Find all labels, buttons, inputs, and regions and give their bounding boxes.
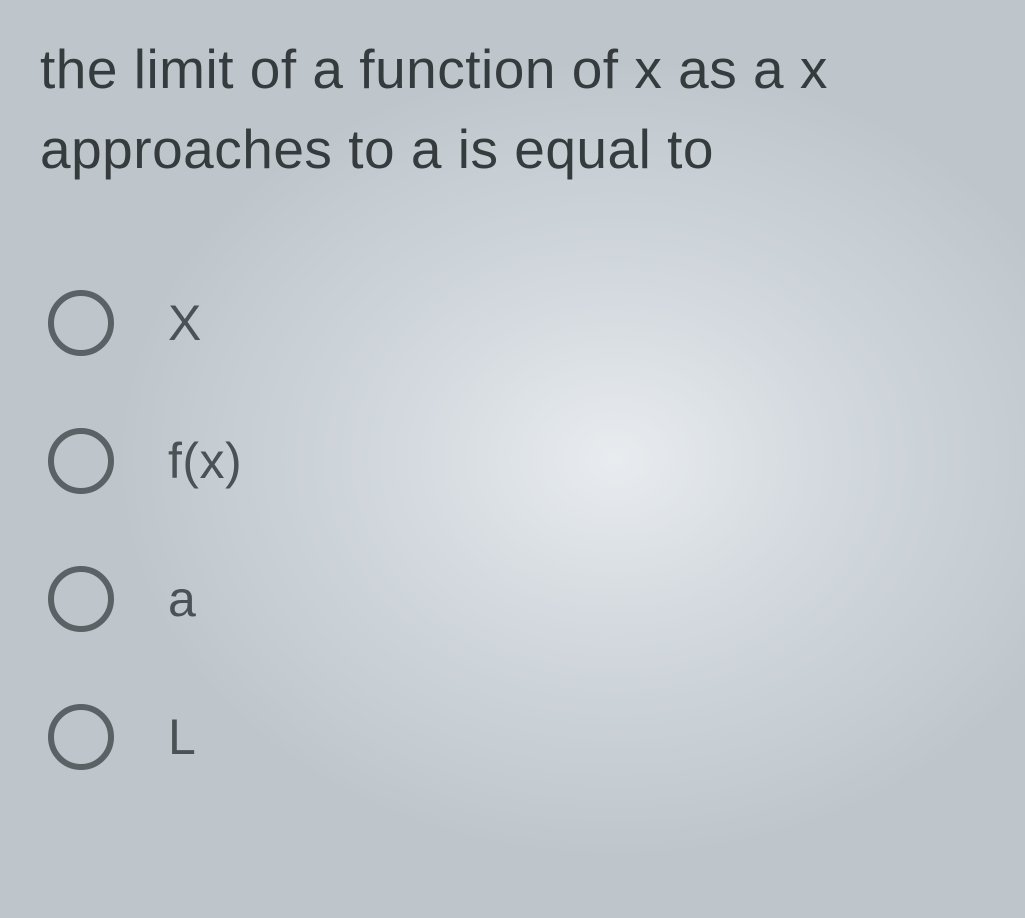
question-line-2: approaches to a is equal to <box>40 118 714 180</box>
radio-icon <box>48 566 114 632</box>
radio-icon <box>48 290 114 356</box>
option-a[interactable]: a <box>48 566 985 632</box>
option-l[interactable]: L <box>48 704 985 770</box>
option-label: X <box>168 294 202 352</box>
question-text: the limit of a function of x as a x appr… <box>40 30 985 190</box>
radio-icon <box>48 428 114 494</box>
options-group: X f(x) a L <box>40 290 985 770</box>
option-label: L <box>168 708 196 766</box>
option-fx[interactable]: f(x) <box>48 428 985 494</box>
option-label: a <box>168 570 196 628</box>
option-x[interactable]: X <box>48 290 985 356</box>
option-label: f(x) <box>168 432 242 490</box>
question-page: the limit of a function of x as a x appr… <box>0 0 1025 810</box>
radio-icon <box>48 704 114 770</box>
question-line-1: the limit of a function of x as a x <box>40 38 828 100</box>
